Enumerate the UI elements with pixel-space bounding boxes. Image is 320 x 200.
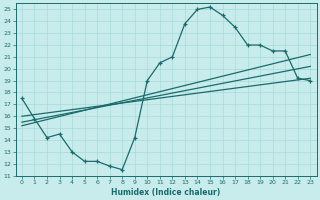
- X-axis label: Humidex (Indice chaleur): Humidex (Indice chaleur): [111, 188, 221, 197]
